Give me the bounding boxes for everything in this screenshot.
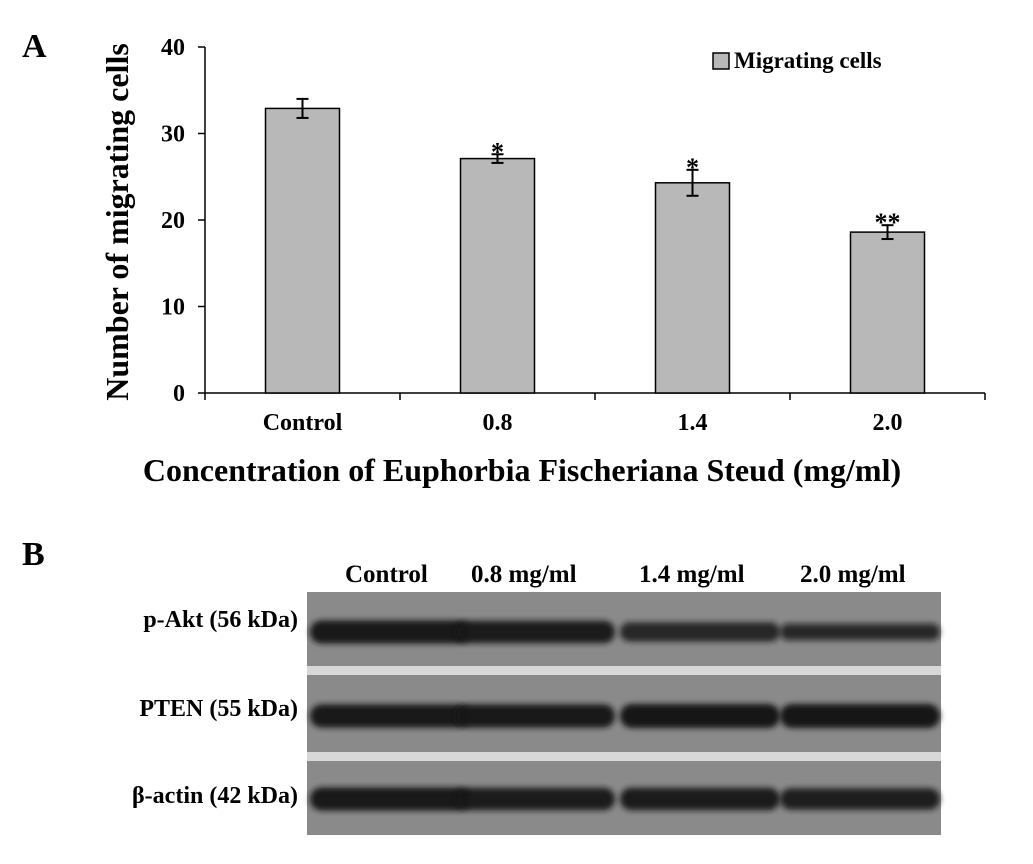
bar (264, 107, 341, 394)
x-tick-label: 2.0 (873, 410, 903, 436)
blot-band (455, 787, 615, 811)
lane-label-1-4: 1.4 mg/ml (639, 561, 745, 588)
blot-band (620, 787, 780, 811)
significance-marker: ** (875, 208, 901, 237)
y-tick-label: 20 (161, 208, 185, 234)
significance-marker: * (686, 153, 699, 182)
significance-marker: * (491, 137, 504, 166)
blot-band (310, 620, 470, 644)
panel-b-letter: B (22, 536, 45, 573)
blot-band (455, 620, 615, 644)
x-axis-title: Concentration of Euphorbia Fischeriana S… (143, 452, 901, 488)
y-tick-label: 40 (161, 35, 185, 61)
bar (459, 157, 536, 394)
blot-band (780, 623, 940, 641)
panel-a-letter: A (22, 28, 47, 65)
y-tick-label: 10 (161, 295, 185, 321)
x-tick-label: 0.8 (483, 410, 513, 436)
blot-band (620, 704, 780, 728)
y-tick-label: 30 (161, 122, 185, 148)
blot-band (310, 787, 470, 811)
blot-band (780, 788, 940, 810)
migration-bar-chart: 0 10 20 30 40 Control * 0.8 * 1.4 ** 2.0 Number of m… (99, 35, 986, 488)
y-axis-title: Number of migrating cells (99, 43, 135, 401)
bar (654, 182, 731, 394)
legend-label: Migrating cells (734, 48, 882, 73)
lane-label-control: Control (345, 561, 428, 588)
band-label-p-akt: p-Akt (56 kDa) (143, 607, 298, 633)
blot-band (620, 622, 780, 642)
legend-swatch (712, 52, 730, 70)
lane-label-2-0: 2.0 mg/ml (800, 561, 906, 588)
band-label-beta-actin: β-actin (42 kDa) (132, 783, 298, 809)
blot-band (455, 704, 615, 728)
lane-label-0-8: 0.8 mg/ml (471, 561, 577, 588)
y-tick-label: 0 (173, 381, 185, 407)
bar (849, 231, 926, 394)
x-tick-label: Control (263, 410, 343, 436)
x-tick-label: 1.4 (678, 410, 708, 436)
band-label-pten: PTEN (55 kDa) (139, 696, 298, 722)
blot-separator (307, 752, 941, 761)
blot-separator (307, 666, 941, 675)
blot-band (310, 704, 470, 728)
blot-band (780, 704, 940, 728)
